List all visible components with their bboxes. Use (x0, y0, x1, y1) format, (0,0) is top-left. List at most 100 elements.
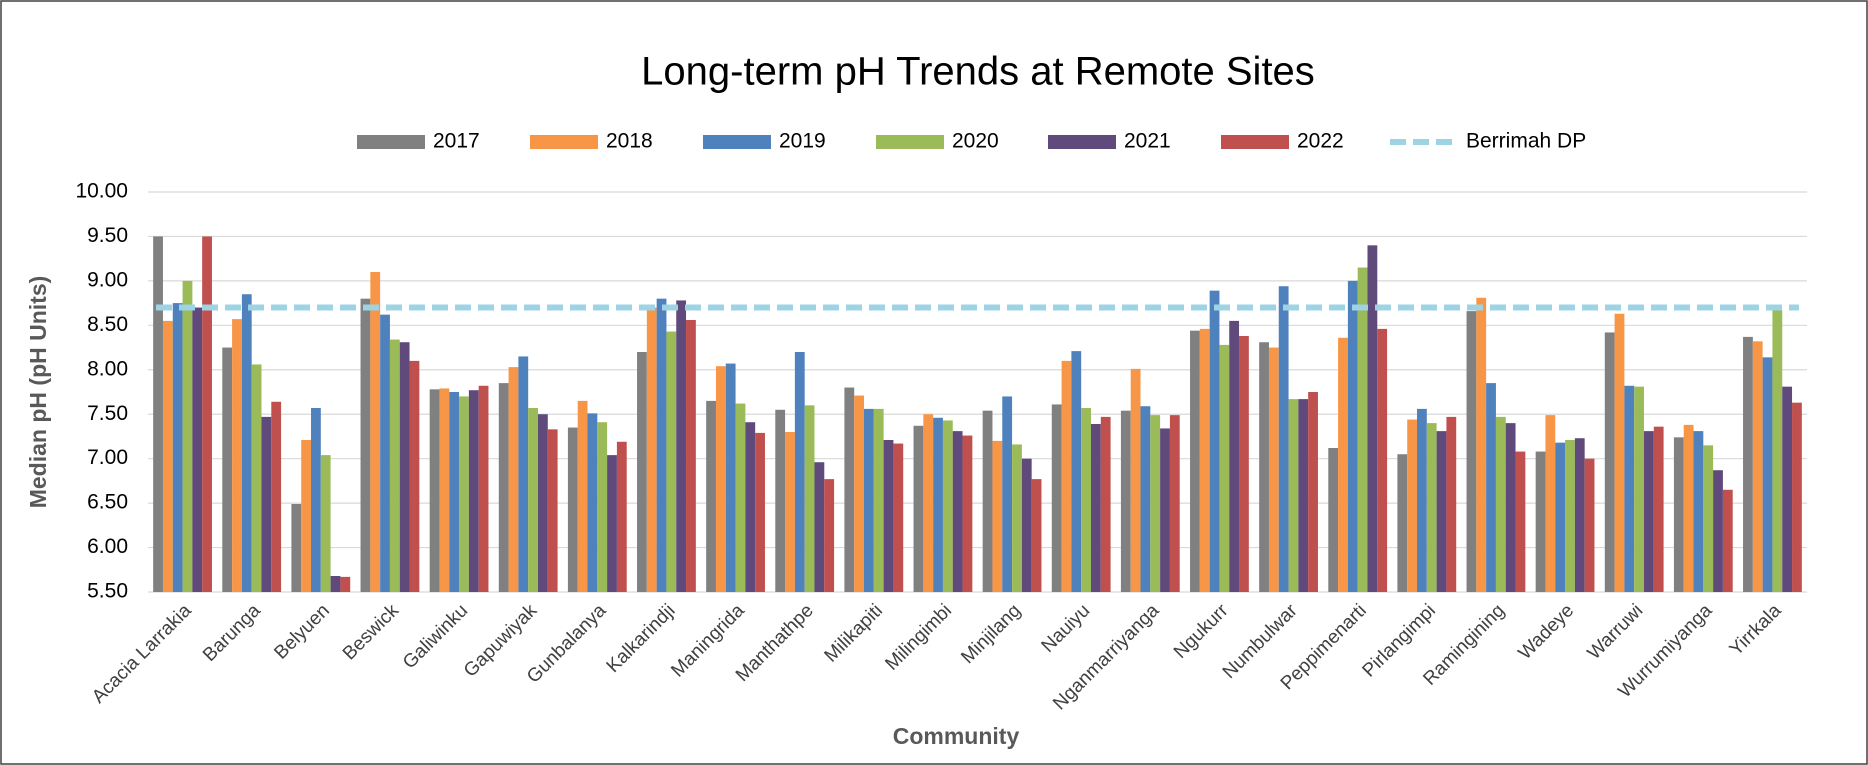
bar (449, 392, 460, 592)
bar (311, 408, 321, 592)
bar (1693, 431, 1704, 592)
bar (1614, 313, 1625, 592)
bar (1239, 336, 1249, 592)
bar (172, 303, 183, 592)
bar (1140, 406, 1151, 592)
bar (1328, 448, 1339, 592)
bar (192, 307, 203, 592)
bar (725, 363, 736, 592)
bar (1347, 280, 1358, 592)
bar (785, 432, 795, 592)
bar (1752, 341, 1763, 592)
bar (241, 294, 252, 592)
bar (1565, 440, 1575, 592)
bar (429, 389, 440, 592)
bar (1367, 245, 1378, 593)
bar (182, 280, 193, 592)
legend-swatch (876, 135, 944, 149)
bar (1190, 330, 1200, 592)
y-tick-label: 8.00 (87, 357, 128, 380)
bar (528, 408, 538, 592)
bar (1426, 423, 1437, 592)
legend-label: 2021 (1124, 130, 1171, 153)
bar (1169, 415, 1180, 592)
legend-label: Berrimah DP (1466, 130, 1586, 153)
bar (153, 236, 163, 592)
bar (1792, 402, 1802, 592)
bar (1377, 328, 1388, 592)
bar (646, 307, 657, 592)
bar (1653, 426, 1664, 592)
y-tick-label: 9.00 (87, 268, 128, 291)
bar (577, 400, 588, 592)
bar (1417, 408, 1427, 592)
bar (1683, 424, 1694, 592)
bar (340, 576, 351, 592)
bar (962, 435, 973, 592)
bar (1624, 385, 1635, 592)
bar (1259, 342, 1269, 592)
bar (1436, 431, 1447, 592)
bar (1278, 286, 1289, 592)
bar (1643, 431, 1654, 592)
bar (1495, 416, 1506, 592)
bar (232, 319, 242, 592)
bar (1466, 311, 1477, 592)
y-tick-label: 10.00 (75, 180, 128, 203)
bar (1120, 410, 1131, 592)
y-tick-label: 7.00 (87, 446, 128, 469)
bar (597, 422, 608, 592)
bar (1505, 423, 1516, 592)
bar (1012, 444, 1022, 592)
bar (686, 320, 696, 592)
bar (755, 432, 765, 592)
bar (933, 417, 943, 592)
bar (942, 420, 953, 592)
bar (222, 347, 233, 592)
legend-label: 2019 (779, 130, 826, 153)
bar (468, 390, 479, 592)
legend-swatch (703, 135, 771, 149)
bar (775, 409, 786, 592)
bar (913, 425, 924, 592)
bar (1772, 310, 1783, 592)
legend-swatch (1048, 135, 1116, 149)
legend-label: 2020 (952, 130, 999, 153)
bar (735, 403, 746, 592)
bar (1476, 297, 1487, 592)
bar (804, 405, 815, 592)
bar (1090, 424, 1101, 592)
bar (1061, 360, 1072, 592)
bar (616, 441, 627, 592)
bar (518, 356, 529, 592)
bar (923, 414, 934, 592)
bar (1762, 357, 1773, 592)
bar (1160, 428, 1170, 592)
bar (844, 387, 855, 592)
bar (1199, 328, 1210, 592)
legend-swatch (1221, 135, 1289, 149)
bar (1743, 336, 1753, 592)
legend-swatch (357, 135, 425, 149)
bar (380, 314, 390, 592)
bar (1071, 351, 1082, 592)
bar (498, 383, 509, 592)
bar (814, 462, 825, 592)
bar (715, 366, 726, 592)
bar (864, 408, 874, 592)
bar (547, 429, 558, 592)
bar (1713, 470, 1723, 592)
bar (1150, 415, 1161, 592)
bar (1604, 332, 1615, 592)
legend-swatch (530, 135, 598, 149)
bar (1407, 419, 1418, 592)
bar (399, 342, 410, 592)
bar (1555, 442, 1566, 592)
bar (666, 331, 677, 592)
y-tick-label: 9.50 (87, 224, 128, 247)
bar (1002, 396, 1013, 592)
bar (1535, 451, 1546, 592)
bar (637, 352, 647, 592)
bar (1130, 368, 1141, 592)
